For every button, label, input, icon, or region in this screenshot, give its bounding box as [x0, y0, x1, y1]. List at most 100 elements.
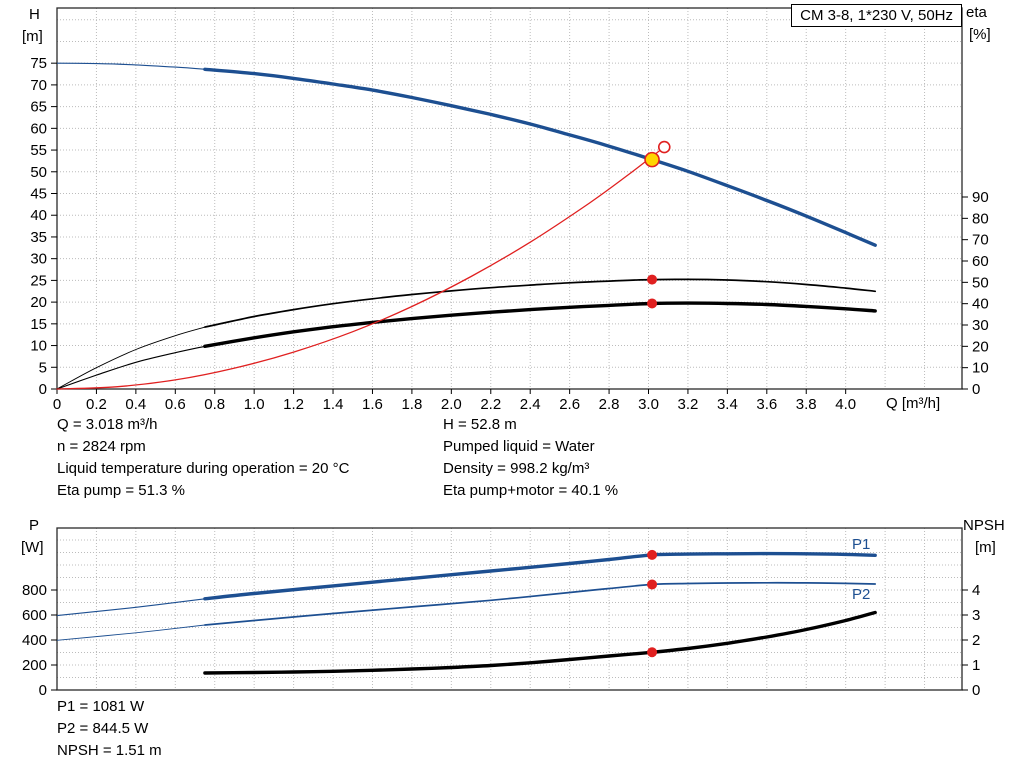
- y-left-tick-label: 5: [39, 359, 47, 376]
- pump-model-title: CM 3-8, 1*230 V, 50Hz: [791, 4, 962, 27]
- series-npsh: [203, 610, 877, 675]
- y-right-tick-label: 80: [972, 210, 989, 227]
- series-p1: [203, 551, 877, 601]
- info-density: Density = 998.2 kg/m³: [443, 460, 590, 477]
- info-flow: Q = 3.018 m³/h: [57, 416, 158, 433]
- info-npsh: NPSH = 1.51 m: [57, 742, 162, 759]
- x-tick-label: 1.8: [401, 396, 422, 413]
- series-h: [203, 67, 877, 247]
- y-right-tick-label: 2: [972, 632, 980, 649]
- series-h-lowflow: [56, 62, 205, 70]
- y-right-tick-label: 60: [972, 253, 989, 270]
- duty-point-marker: [644, 151, 660, 168]
- series-p2-lowflow: [56, 624, 205, 641]
- y-right-tick-label: 70: [972, 232, 989, 249]
- x-tick-label: 3.2: [678, 396, 699, 413]
- eta-axis-unit: [%]: [969, 26, 991, 43]
- y-right-tick-label: 20: [972, 338, 989, 355]
- x-tick-label: 3.0: [638, 396, 659, 413]
- y-left-tick-label: 65: [30, 99, 47, 116]
- info-eta-pump-motor: Eta pump+motor = 40.1 %: [443, 482, 619, 499]
- curve-value-marker: [647, 647, 658, 658]
- info-p1: P1 = 1081 W: [57, 698, 145, 715]
- x-tick-label: 2.0: [441, 396, 462, 413]
- y-left-tick-label: 400: [22, 632, 47, 649]
- x-tick-label: 0.4: [125, 396, 146, 413]
- x-tick-label: 1.2: [283, 396, 304, 413]
- series-p1-lowflow: [56, 598, 205, 617]
- y-right-tick-label: 1: [972, 657, 980, 674]
- x-tick-label: 3.4: [717, 396, 738, 413]
- series-p2: [204, 581, 877, 626]
- curve-value-marker: [647, 298, 658, 309]
- y-left-tick-label: 0: [39, 381, 47, 398]
- y-left-tick-label: 50: [30, 164, 47, 181]
- y-right-tick-label: 0: [972, 682, 980, 699]
- y-right-tick-label: 3: [972, 607, 980, 624]
- x-tick-label: 2.6: [559, 396, 580, 413]
- x-tick-label: 2.2: [480, 396, 501, 413]
- y-right-tick-label: 4: [972, 582, 980, 599]
- y-left-tick-label: 0: [39, 682, 47, 699]
- x-tick-label: 1.4: [323, 396, 344, 413]
- y-right-tick-label: 50: [972, 274, 989, 291]
- y-left-tick-label: 30: [30, 251, 47, 268]
- x-tick-label: 3.6: [756, 396, 777, 413]
- y-left-tick-label: 35: [30, 229, 47, 246]
- y-right-tick-label: 10: [972, 360, 989, 377]
- y-left-tick-label: 25: [30, 272, 47, 289]
- y-right-tick-label: 0: [972, 381, 980, 398]
- y-left-tick-label: 40: [30, 207, 47, 224]
- x-tick-label: 1.6: [362, 396, 383, 413]
- p-axis-unit: [W]: [21, 539, 44, 556]
- x-tick-label: 0: [53, 396, 61, 413]
- y-left-tick-label: 55: [30, 142, 47, 159]
- x-tick-label: 0.2: [86, 396, 107, 413]
- info-speed: n = 2824 rpm: [57, 438, 146, 455]
- info-head: H = 52.8 m: [443, 416, 517, 433]
- y-left-tick-label: 60: [30, 120, 47, 137]
- eta-axis-name: eta: [966, 4, 987, 21]
- chart-frame: [56, 527, 963, 691]
- info-pumped-liquid: Pumped liquid = Water: [443, 438, 595, 455]
- h-axis-unit: [m]: [22, 28, 43, 45]
- curve-value-marker: [647, 579, 658, 590]
- y-left-tick-label: 10: [30, 338, 47, 355]
- series-eta-pump-motor: [203, 301, 877, 348]
- info-p2: P2 = 844.5 W: [57, 720, 149, 737]
- y-left-tick-label: 15: [30, 316, 47, 333]
- y-left-tick-label: 45: [30, 186, 47, 203]
- series-eta-pump: [204, 278, 877, 328]
- y-right-tick-label: 90: [972, 189, 989, 206]
- x-tick-label: 4.0: [835, 396, 856, 413]
- curve-value-marker: [647, 274, 658, 285]
- x-tick-label: 2.8: [599, 396, 620, 413]
- y-right-tick-label: 40: [972, 296, 989, 313]
- y-right-tick-label: 30: [972, 317, 989, 334]
- h-axis-name: H: [29, 6, 40, 23]
- curve-value-marker: [647, 549, 658, 560]
- y-left-tick-label: 200: [22, 657, 47, 674]
- series-eta-pump-motor-lowflow: [56, 345, 206, 390]
- x-tick-label: 0.8: [204, 396, 225, 413]
- y-left-tick-label: 600: [22, 607, 47, 624]
- info-eta-pump: Eta pump = 51.3 %: [57, 482, 185, 499]
- y-left-tick-label: 20: [30, 294, 47, 311]
- x-tick-label: 2.4: [520, 396, 541, 413]
- q-axis-label: Q [m³/h]: [886, 395, 941, 412]
- x-tick-label: 3.8: [796, 396, 817, 413]
- p1-series-label: P1: [852, 536, 871, 553]
- requested-duty-marker: [657, 140, 671, 154]
- series-eta-pump-lowflow: [56, 326, 206, 390]
- p2-series-label: P2: [852, 586, 871, 603]
- npsh-axis-unit: [m]: [975, 539, 996, 556]
- info-liquid-temperature: Liquid temperature during operation = 20…: [57, 460, 350, 477]
- chart-frame: [56, 7, 963, 390]
- y-left-tick-label: 75: [30, 55, 47, 72]
- y-left-tick-label: 70: [30, 77, 47, 94]
- x-tick-label: 1.0: [244, 396, 265, 413]
- p-axis-name: P: [29, 517, 40, 534]
- y-left-tick-label: 800: [22, 582, 47, 599]
